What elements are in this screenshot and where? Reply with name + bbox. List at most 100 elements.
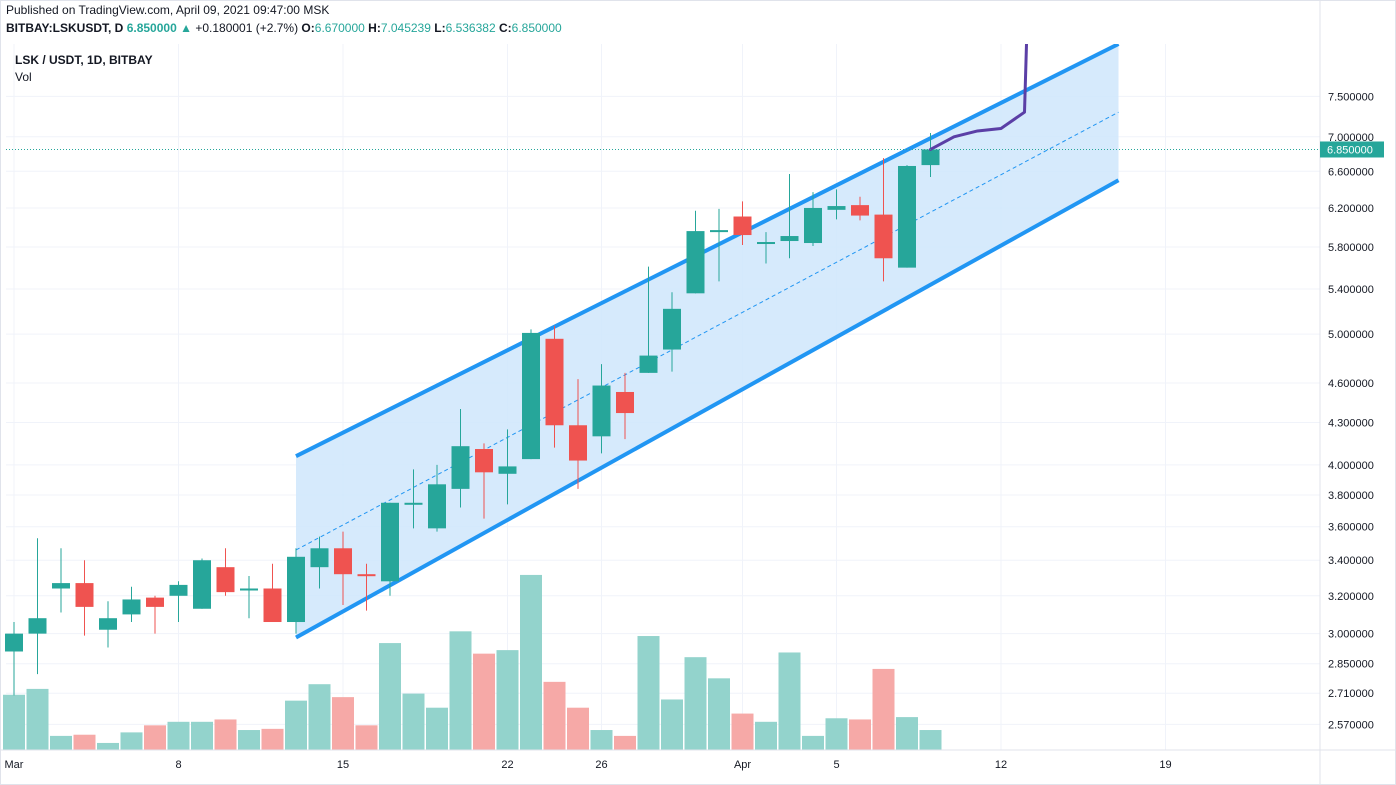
volume-bar [426,707,448,750]
candle-body [146,597,164,607]
volume-bar [755,721,777,750]
volume-bar [144,725,166,750]
y-tick-label: 7.000000 [1328,132,1374,144]
volume-bar [849,719,871,750]
candle-body [898,165,916,268]
close-value: 6.850000 [511,21,562,35]
chart-legend-title: LSK / USDT, 1D, BITBAY [15,53,153,67]
x-tick-label: 8 [175,759,181,771]
candle-body [639,355,658,373]
x-tick-label: 26 [595,759,607,771]
volume-bar [614,735,636,750]
candle-body [310,548,329,568]
candle-body [5,633,23,652]
candle-body [334,548,352,575]
candle-body [710,230,728,233]
volume-bar [778,652,801,750]
candle-body [169,584,188,596]
y-tick-label: 4.300000 [1328,418,1374,430]
volume-bar [684,657,707,750]
candle-body [52,583,70,589]
low-label: L: [434,21,446,35]
volume-bar [708,678,730,750]
volume-bar [543,681,566,750]
candle-body [592,385,611,437]
candle-body [804,207,822,244]
candle-body [99,618,117,630]
candle-body [240,588,258,591]
volume-bar [379,643,401,750]
candle-body [663,308,681,350]
volume-bar [214,719,237,750]
volume-bar [896,717,918,750]
volume-bar [191,721,213,750]
y-tick-label: 4.000000 [1328,460,1374,472]
volume-bar [73,734,96,750]
x-tick-label: 5 [833,759,839,771]
volume-bar [473,653,495,750]
volume-bar [520,574,542,750]
y-tick-label: 5.400000 [1328,284,1374,296]
symbol-label: BITBAY:LSKUSDT, D [6,21,124,35]
volume-bar [308,684,331,750]
y-tick-label: 5.000000 [1328,329,1374,341]
volume-bar [449,631,472,750]
channel-upper-line [295,44,1120,458]
high-label: H: [368,21,381,35]
y-tick-label: 3.000000 [1328,629,1374,641]
y-tick-label: 7.500000 [1328,91,1374,103]
candle-body [780,236,799,242]
x-tick-label: Apr [734,759,751,771]
x-tick-label: Mar [5,759,24,771]
candle-body [545,338,564,426]
x-tick-label: 19 [1159,759,1171,771]
candle-body [193,560,211,609]
projection-line [929,44,1028,151]
last-price-label: 6.850000 [1327,144,1373,156]
y-tick-label: 2.570000 [1328,719,1374,731]
candle-body [569,425,587,461]
y-tick-label: 2.850000 [1328,659,1374,671]
volume-bar [496,650,519,750]
candle-body [522,332,540,460]
candle-body [451,446,470,489]
candles [5,133,940,696]
volume-bar [402,693,425,750]
volume-bar [50,735,72,750]
volume-bar [167,721,190,750]
candle-body [75,583,94,607]
close-label: C: [498,21,512,35]
last-price-badge [1320,141,1384,158]
candle-body [827,206,846,210]
candle-body [851,205,869,216]
candle-body [616,391,634,414]
change-value: +0.180001 (+2.7%) [195,21,299,35]
volume-bar [97,742,119,750]
volume-bar [872,668,895,750]
candle-body [287,556,305,623]
candle-body [404,502,423,505]
volume-bar [261,728,284,750]
low-value: 6.536382 [445,21,496,35]
volume-bar [26,688,49,750]
volume-bar [285,700,307,750]
regression-channel [295,44,1120,640]
volume-legend: Vol [15,70,32,84]
volume-bar [661,699,683,750]
high-value: 7.045239 [380,21,431,35]
y-tick-label: 6.600000 [1328,166,1374,178]
candle-body [381,502,399,582]
volume-bar [567,707,589,750]
candle-body [122,599,141,615]
candle-body [733,216,752,236]
y-tick-label: 4.600000 [1328,378,1374,390]
volume-bar [332,697,354,750]
volume-bar [637,636,660,750]
y-tick-label: 3.600000 [1328,522,1374,534]
y-tick-label: 3.800000 [1328,490,1374,502]
volume-bar [731,713,754,750]
volume-bar [825,718,848,750]
candle-body [475,449,493,473]
